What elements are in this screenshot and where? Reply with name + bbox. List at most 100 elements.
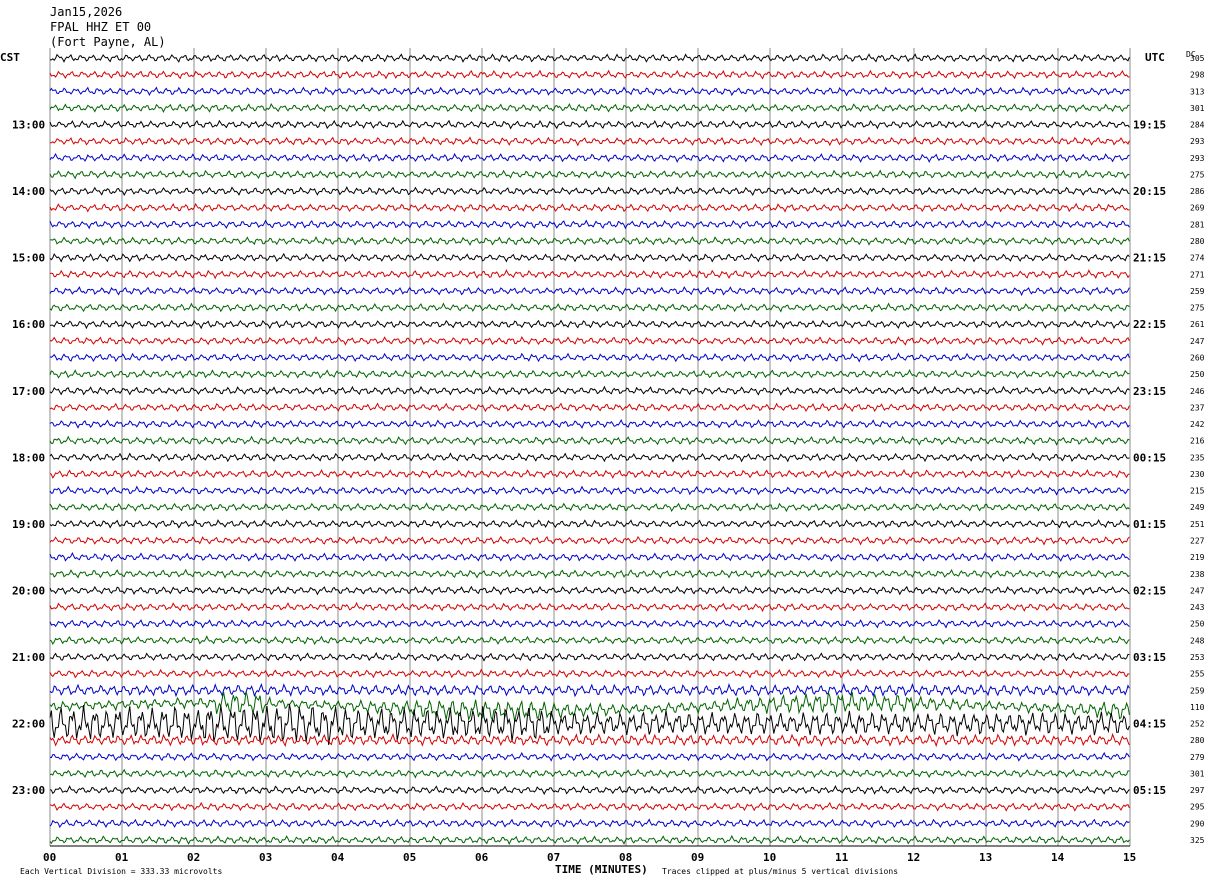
dc-offset-label: 297 (1190, 786, 1205, 795)
dc-offset-label: 271 (1190, 270, 1205, 279)
right-hour-label: 19:15 (1133, 119, 1166, 132)
trace-line (49, 618, 1130, 629)
dc-offset-label: 237 (1190, 403, 1205, 412)
right-timezone-label: UTC (1145, 51, 1165, 64)
trace-line (49, 690, 1130, 722)
dc-offset-label: 286 (1190, 187, 1205, 196)
right-hour-label: 05:15 (1133, 784, 1166, 797)
trace-line (49, 732, 1130, 748)
trace-line (49, 418, 1130, 430)
dc-offset-label: 219 (1190, 553, 1205, 562)
trace-line (49, 252, 1130, 263)
trace-line (49, 335, 1130, 346)
x-tick-label: 11 (835, 851, 849, 864)
trace-line (49, 682, 1130, 698)
dc-offset-label: 230 (1190, 470, 1205, 479)
header-station: FPAL HHZ ET 00 (50, 20, 151, 34)
dc-offset-label: 248 (1190, 636, 1205, 645)
trace-line (49, 385, 1130, 396)
dc-offset-label: 279 (1190, 753, 1205, 762)
trace-line (49, 186, 1130, 196)
trace-line (49, 402, 1130, 413)
left-hour-label: 15:00 (12, 252, 45, 265)
left-hour-label: 22:00 (12, 718, 45, 731)
trace-line (49, 468, 1130, 479)
trace-line (49, 818, 1130, 829)
dc-offset-label: 216 (1190, 437, 1205, 446)
trace-line (49, 219, 1130, 230)
left-hour-label: 13:00 (12, 119, 45, 132)
dc-offset-label: 110 (1190, 703, 1205, 712)
header-location: (Fort Payne, AL) (50, 35, 166, 49)
x-tick-label: 06 (475, 851, 489, 864)
x-tick-label: 08 (619, 851, 632, 864)
dc-offset-label: 238 (1190, 570, 1205, 579)
trace-line (49, 302, 1130, 313)
trace-line (49, 568, 1130, 579)
dc-header: DC (1186, 50, 1196, 59)
x-tick-label: 03 (259, 851, 272, 864)
trace-line (49, 435, 1130, 446)
dc-offset-label: 246 (1190, 387, 1205, 396)
right-hour-label: 01:15 (1133, 518, 1166, 531)
trace-line (49, 286, 1130, 297)
right-hour-label: 00:15 (1133, 451, 1166, 464)
trace-line (49, 86, 1130, 97)
dc-offset-label: 249 (1190, 503, 1205, 512)
dc-offset-label: 253 (1190, 653, 1205, 662)
dc-offset-label: 281 (1190, 220, 1205, 229)
left-timezone-label: CST (0, 51, 20, 64)
trace-line (49, 668, 1130, 679)
x-tick-label: 15 (1123, 851, 1136, 864)
trace-line (49, 236, 1130, 246)
dc-offset-label: 247 (1190, 586, 1205, 595)
left-hour-label: 14:00 (12, 185, 45, 198)
trace-line (49, 801, 1130, 812)
trace-line (49, 834, 1130, 846)
left-hour-label: 23:00 (12, 784, 45, 797)
right-hour-label: 21:15 (1133, 252, 1166, 265)
dc-offset-label: 243 (1190, 603, 1205, 612)
dc-offset-label: 227 (1190, 537, 1205, 546)
dc-offset-label: 260 (1190, 353, 1205, 362)
x-tick-label: 00 (43, 851, 56, 864)
dc-offset-label: 301 (1190, 104, 1205, 113)
dc-offset-label: 215 (1190, 487, 1205, 496)
dc-offset-label: 235 (1190, 453, 1205, 462)
trace-line (49, 169, 1130, 180)
dc-offset-label: 293 (1190, 137, 1205, 146)
dc-offset-label: 261 (1190, 320, 1205, 329)
dc-offset-label: 301 (1190, 769, 1205, 778)
trace-line (49, 102, 1130, 113)
left-hour-label: 17:00 (12, 385, 45, 398)
trace-line (49, 352, 1130, 363)
dc-offset-labels: 305 298 313 301 284 293 293 275 286 269 281 280 274 2… (1190, 54, 1205, 845)
x-tick-label: 07 (547, 851, 560, 864)
x-tick-label: 12 (907, 851, 920, 864)
footer-clip-note: Traces clipped at plus/minus 5 vertical … (662, 867, 898, 876)
x-tick-label: 10 (763, 851, 776, 864)
dc-offset-label: 290 (1190, 819, 1205, 828)
trace-line (49, 202, 1130, 213)
dc-offset-label: 275 (1190, 170, 1205, 179)
left-hour-label: 21:00 (12, 651, 45, 664)
right-hour-label: 23:15 (1133, 385, 1166, 398)
right-hour-label: 20:15 (1133, 185, 1166, 198)
right-hour-label: 03:15 (1133, 651, 1166, 664)
right-hour-labels: 19:15 20:15 21:15 22:15 23:15 00:15 01:15 02:15… (1133, 119, 1166, 798)
x-tick-label: 05 (403, 851, 416, 864)
x-tick-label: 04 (331, 851, 345, 864)
x-tick-label: 14 (1051, 851, 1065, 864)
trace-line (49, 502, 1130, 513)
dc-offset-label: 325 (1190, 836, 1205, 845)
footer-scale-note: Each Vertical Division = 333.33 microvol… (20, 867, 222, 876)
trace-line (49, 585, 1130, 596)
dc-offset-label: 252 (1190, 720, 1205, 729)
left-hour-labels: 13:00 14:00 15:00 16:00 17:00 18:00 19:00 20:00… (12, 119, 45, 798)
dc-offset-label: 247 (1190, 337, 1205, 346)
left-hour-label: 19:00 (12, 518, 45, 531)
trace-line (49, 152, 1130, 163)
dc-offset-label: 298 (1190, 71, 1205, 80)
trace-line (49, 635, 1130, 646)
